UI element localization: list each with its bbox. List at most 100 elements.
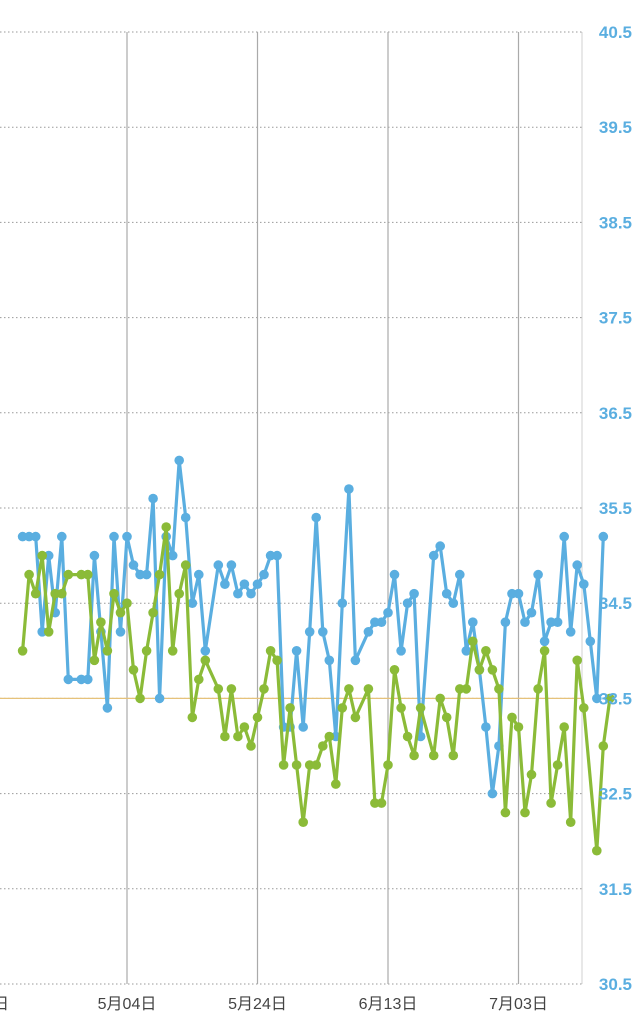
data-point xyxy=(17,646,28,656)
data-point xyxy=(194,674,204,685)
data-point xyxy=(180,560,191,570)
data-point xyxy=(344,484,354,494)
data-point xyxy=(174,455,184,466)
data-point xyxy=(500,617,511,627)
data-point xyxy=(83,569,93,580)
data-point xyxy=(220,731,230,742)
y-tick-label: 37.5 xyxy=(599,309,632,328)
data-point xyxy=(57,531,67,542)
data-point xyxy=(318,741,328,751)
data-point xyxy=(344,684,354,694)
data-point xyxy=(37,550,47,561)
data-point xyxy=(96,617,106,627)
data-point xyxy=(598,741,609,751)
data-point xyxy=(311,760,322,770)
data-point xyxy=(468,617,478,627)
data-point xyxy=(500,807,511,818)
data-point xyxy=(298,722,309,732)
data-point xyxy=(89,550,100,561)
data-point xyxy=(141,646,152,656)
y-tick-label: 31.5 xyxy=(599,880,632,899)
data-point xyxy=(252,579,263,589)
data-point xyxy=(246,588,256,599)
data-point xyxy=(513,588,524,599)
y-tick-label: 39.5 xyxy=(599,118,632,137)
data-point xyxy=(572,560,582,570)
data-point xyxy=(448,750,459,761)
data-point xyxy=(213,684,224,694)
y-tick-label: 32.5 xyxy=(599,785,632,804)
data-point xyxy=(526,607,537,618)
data-point xyxy=(24,531,34,542)
data-point xyxy=(605,693,615,704)
data-point xyxy=(487,788,498,799)
data-point xyxy=(520,807,530,818)
data-point xyxy=(409,588,419,599)
data-point xyxy=(337,703,348,713)
data-point xyxy=(565,627,576,637)
data-point xyxy=(318,627,328,637)
data-point xyxy=(30,588,41,599)
x-tick-label: 5月24日 xyxy=(228,996,287,1013)
data-point xyxy=(89,655,100,666)
y-tick-label: 38.5 xyxy=(599,213,632,232)
data-point xyxy=(579,579,589,589)
data-point xyxy=(370,617,380,627)
data-point xyxy=(233,588,243,599)
data-point xyxy=(200,655,211,666)
data-point xyxy=(324,731,335,742)
data-point xyxy=(291,646,302,656)
data-point xyxy=(24,569,34,580)
data-point xyxy=(311,512,322,523)
data-point xyxy=(428,750,439,761)
data-point xyxy=(187,712,198,723)
data-point xyxy=(363,627,374,637)
data-point xyxy=(513,722,524,732)
data-point xyxy=(507,712,517,723)
series-1 xyxy=(17,522,615,856)
data-point xyxy=(376,617,387,627)
data-point xyxy=(331,779,341,789)
data-point xyxy=(552,760,563,770)
data-point xyxy=(57,588,67,599)
data-point xyxy=(220,579,230,589)
data-point xyxy=(200,646,211,656)
data-point xyxy=(409,750,419,761)
data-point xyxy=(415,703,426,713)
data-point xyxy=(383,760,393,770)
data-point xyxy=(194,569,204,580)
x-tick-label: 4日 xyxy=(0,996,9,1013)
data-point xyxy=(481,646,491,656)
data-point xyxy=(350,712,361,723)
data-point xyxy=(63,569,74,580)
data-point xyxy=(43,627,54,637)
y-tick-label: 35.5 xyxy=(599,499,632,518)
x-tick-label: 6月13日 xyxy=(359,996,418,1013)
data-point xyxy=(259,569,269,580)
data-point xyxy=(102,703,113,713)
data-point xyxy=(278,760,289,770)
data-point xyxy=(448,598,459,608)
data-point xyxy=(598,531,609,542)
data-point xyxy=(154,693,165,704)
data-point xyxy=(226,560,237,570)
y-tick-label: 33.5 xyxy=(599,689,632,708)
data-point xyxy=(115,607,126,618)
data-point xyxy=(402,598,413,608)
data-point xyxy=(265,646,276,656)
data-point xyxy=(63,674,74,685)
data-point xyxy=(592,845,602,856)
data-point xyxy=(252,712,263,723)
data-point xyxy=(122,598,132,608)
data-point xyxy=(533,684,543,694)
data-point xyxy=(441,712,452,723)
data-point xyxy=(109,588,119,599)
data-point xyxy=(161,522,171,532)
y-tick-label: 40.5 xyxy=(599,23,632,42)
data-point xyxy=(246,741,256,751)
data-point xyxy=(396,646,406,656)
data-point xyxy=(441,588,452,599)
data-point xyxy=(291,760,302,770)
data-point xyxy=(481,722,491,732)
